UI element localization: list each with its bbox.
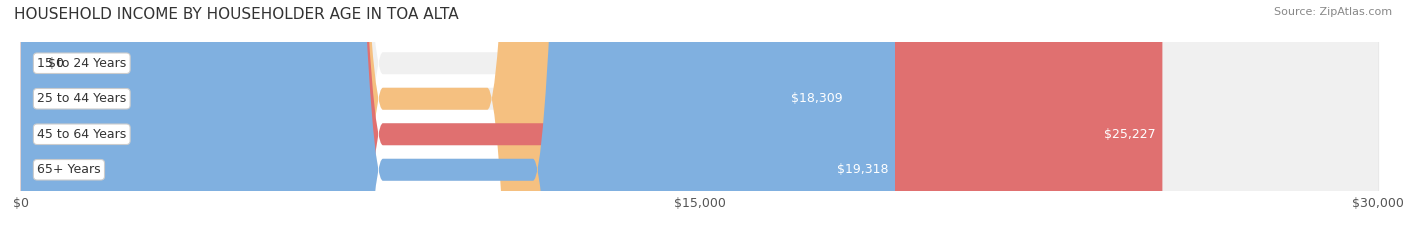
Text: 15 to 24 Years: 15 to 24 Years <box>37 57 127 70</box>
Text: $0: $0 <box>48 57 65 70</box>
FancyBboxPatch shape <box>21 0 896 233</box>
FancyBboxPatch shape <box>21 0 1378 233</box>
Text: Source: ZipAtlas.com: Source: ZipAtlas.com <box>1274 7 1392 17</box>
FancyBboxPatch shape <box>21 0 1378 233</box>
FancyBboxPatch shape <box>21 0 1378 233</box>
Text: HOUSEHOLD INCOME BY HOUSEHOLDER AGE IN TOA ALTA: HOUSEHOLD INCOME BY HOUSEHOLDER AGE IN T… <box>14 7 458 22</box>
Text: $25,227: $25,227 <box>1104 128 1156 141</box>
FancyBboxPatch shape <box>21 0 1163 233</box>
Text: 25 to 44 Years: 25 to 44 Years <box>37 92 127 105</box>
FancyBboxPatch shape <box>21 0 849 233</box>
FancyBboxPatch shape <box>21 0 1378 233</box>
Text: $19,318: $19,318 <box>837 163 889 176</box>
Text: $18,309: $18,309 <box>792 92 842 105</box>
Text: 45 to 64 Years: 45 to 64 Years <box>37 128 127 141</box>
Text: 65+ Years: 65+ Years <box>37 163 101 176</box>
